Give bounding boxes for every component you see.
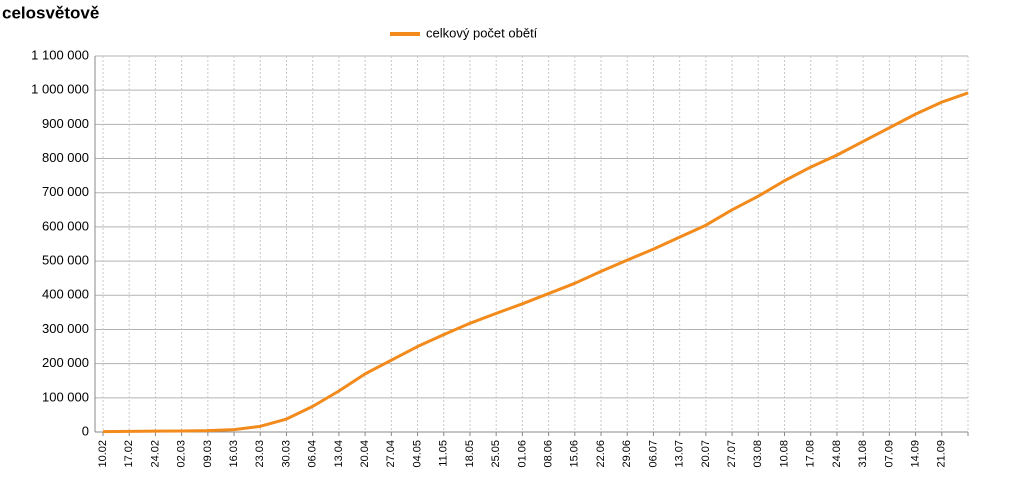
y-tick-label: 0 <box>82 423 89 438</box>
x-tick-label: 08.06 <box>543 440 555 468</box>
y-tick-label: 800 000 <box>42 150 89 165</box>
x-tick-label: 29.06 <box>621 440 633 468</box>
x-tick-label: 13.07 <box>674 440 686 468</box>
x-tick-label: 30.03 <box>280 440 292 468</box>
x-tick-label: 21.09 <box>936 440 948 468</box>
x-tick-label: 20.07 <box>700 440 712 468</box>
y-tick-label: 100 000 <box>42 389 89 404</box>
x-tick-label: 03.08 <box>752 440 764 468</box>
y-tick-label: 700 000 <box>42 184 89 199</box>
x-tick-label: 13.04 <box>333 440 345 468</box>
x-tick-label: 31.08 <box>857 440 869 468</box>
x-tick-label: 23.03 <box>254 440 266 468</box>
x-tick-label: 16.03 <box>228 440 240 468</box>
y-tick-label: 300 000 <box>42 321 89 336</box>
x-tick-label: 07.09 <box>883 440 895 468</box>
y-tick-label: 900 000 <box>42 116 89 131</box>
x-tick-label: 17.08 <box>805 440 817 468</box>
y-tick-label: 200 000 <box>42 355 89 370</box>
x-tick-label: 09.03 <box>202 440 214 468</box>
y-tick-label: 600 000 <box>42 218 89 233</box>
x-tick-label: 25.05 <box>490 440 502 468</box>
x-tick-label: 22.06 <box>595 440 607 468</box>
x-tick-label: 06.07 <box>647 440 659 468</box>
chart-title: celosvětově <box>2 3 99 22</box>
y-tick-label: 1 000 000 <box>31 82 89 97</box>
x-tick-label: 27.04 <box>385 440 397 468</box>
x-tick-label: 20.04 <box>359 440 371 468</box>
x-tick-label: 24.08 <box>831 440 843 468</box>
x-tick-label: 10.02 <box>97 440 109 468</box>
line <box>102 91 969 434</box>
x-tick-label: 06.04 <box>307 440 319 468</box>
y-tick-label: 1 100 000 <box>31 47 89 62</box>
x-tick-label: 24.02 <box>149 440 161 468</box>
x-tick-label: 17.02 <box>123 440 135 468</box>
x-tick-label: 27.07 <box>726 440 738 468</box>
x-tick-label: 01.06 <box>516 440 528 468</box>
x-tick-label: 14.09 <box>909 440 921 468</box>
x-tick-label: 15.06 <box>569 440 581 468</box>
x-tick-label: 11.05 <box>438 440 450 467</box>
x-tick-label: 10.08 <box>778 440 790 468</box>
legend-label: celkový počet obětí <box>426 25 538 40</box>
y-tick-label: 400 000 <box>42 287 89 302</box>
x-tick-label: 04.05 <box>411 440 423 468</box>
x-tick-label: 02.03 <box>176 440 188 468</box>
x-tick-label: 18.05 <box>464 440 476 468</box>
y-tick-label: 500 000 <box>42 253 89 268</box>
